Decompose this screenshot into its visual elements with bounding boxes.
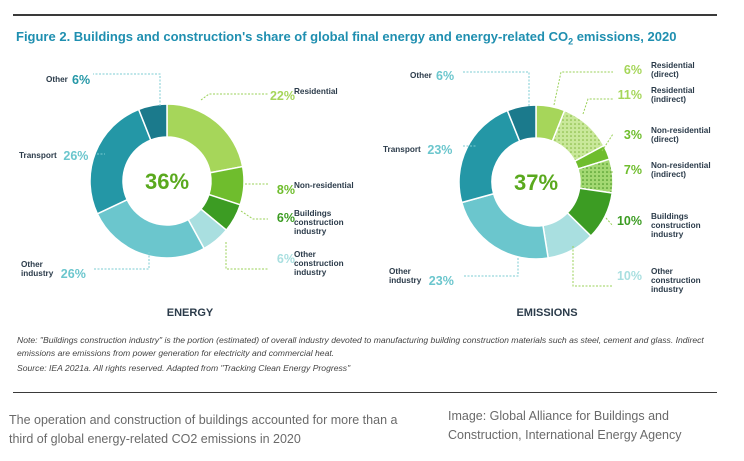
- leader-line: [200, 93, 268, 101]
- donut-slice-other: [506, 104, 537, 143]
- slice-value-label: 23%: [429, 274, 454, 288]
- slice-value-label: 10%: [617, 269, 642, 283]
- donut-center-label: 36%: [145, 169, 189, 194]
- leader-line: [463, 71, 530, 106]
- slice-value-label: 26%: [63, 149, 88, 163]
- slice-category-label: Transport: [19, 151, 57, 160]
- slice-category-label: Buildings construction industry: [294, 209, 344, 236]
- slice-category-label: Residential: [294, 87, 338, 96]
- slice-category-label: Non-residential (direct): [651, 126, 711, 144]
- bottom-rule: [13, 392, 717, 393]
- slice-category-label: Other industry: [389, 267, 422, 285]
- leader-line: [605, 217, 614, 227]
- leader-line: [240, 210, 268, 220]
- leader-line: [93, 252, 150, 270]
- slice-value-label: 6%: [277, 211, 295, 225]
- leader-line: [463, 258, 519, 277]
- slice-category-label: Residential (direct): [651, 61, 695, 79]
- energy-donut: 36% ENERGY 22% Residential 8% Non-residential…: [19, 73, 354, 319]
- figure-note: Note: "Buildings construction industry" …: [17, 334, 717, 375]
- leader-line: [572, 246, 613, 287]
- donut-slice-other_industry: [96, 198, 206, 259]
- emissions-donut: 37% EMISSIONS 6% Residential (direct) 11% Resi…: [383, 61, 711, 319]
- note-text: Note: "Buildings construction industry" …: [17, 335, 704, 358]
- donut-slice-residential: [166, 103, 244, 174]
- slice-category-label: Other construction industry: [651, 267, 701, 294]
- donut-slice-transport: [458, 109, 521, 204]
- slice-value-label: 7%: [624, 163, 642, 177]
- slice-category-label: Other industry: [21, 260, 54, 278]
- slice-category-label: Other construction industry: [294, 250, 344, 277]
- donut-slice-other_industry: [460, 192, 550, 260]
- slice-value-label: 6%: [277, 252, 295, 266]
- slice-category-label: Transport: [383, 145, 421, 154]
- slice-value-label: 6%: [436, 69, 454, 83]
- source-text: Source: IEA 2021a. All rights reserved. …: [17, 363, 351, 373]
- slice-category-label: Residential (indirect): [651, 86, 695, 104]
- slice-category-label: Other: [46, 75, 69, 84]
- chart-title: EMISSIONS: [516, 307, 577, 319]
- leader-line: [553, 71, 613, 106]
- slice-value-label: 8%: [277, 183, 295, 197]
- image-credit: Image: Global Alliance for Buildings and…: [448, 409, 682, 442]
- leader-line: [582, 98, 613, 115]
- figure-title: Figure 2. Buildings and construction's s…: [16, 29, 677, 47]
- slice-value-label: 10%: [617, 214, 642, 228]
- leader-line: [93, 73, 161, 106]
- slice-value-label: 6%: [72, 73, 90, 87]
- slice-category-label: Non-residential: [294, 181, 354, 190]
- top-rule: [13, 14, 717, 16]
- slice-value-label: 23%: [427, 143, 452, 157]
- figure: Figure 2. Buildings and construction's s…: [13, 14, 731, 394]
- chart-title: ENERGY: [167, 307, 214, 319]
- slice-category-label: Other: [410, 71, 433, 80]
- leader-line: [225, 242, 268, 270]
- donut-slice-other: [137, 103, 168, 142]
- donut-center-label: 37%: [514, 170, 558, 195]
- slice-value-label: 6%: [624, 63, 642, 77]
- slice-value-label: 22%: [270, 89, 295, 103]
- image-caption: The operation and construction of buildi…: [9, 413, 398, 446]
- slice-value-label: 3%: [624, 128, 642, 142]
- donut-slice-transport: [89, 108, 152, 215]
- slice-value-label: 26%: [61, 267, 86, 281]
- slice-value-label: 11%: [618, 88, 642, 102]
- slice-category-label: Non-residential (indirect): [651, 161, 711, 179]
- slice-category-label: Buildings construction industry: [651, 212, 701, 239]
